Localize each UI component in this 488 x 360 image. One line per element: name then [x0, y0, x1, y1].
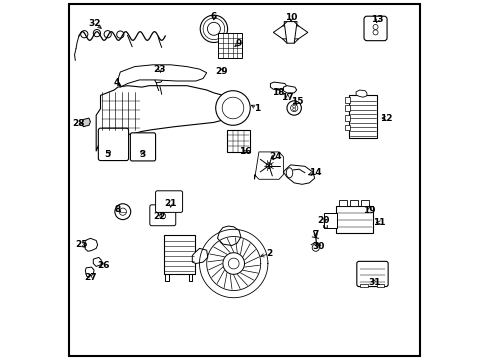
Bar: [345, 115, 349, 121]
Bar: [360, 284, 367, 287]
Polygon shape: [273, 26, 307, 39]
Polygon shape: [153, 72, 163, 83]
Text: 11: 11: [372, 218, 385, 227]
Bar: [360, 200, 368, 206]
Text: 14: 14: [309, 168, 322, 177]
Polygon shape: [283, 86, 296, 93]
Text: 18: 18: [271, 88, 284, 97]
Circle shape: [93, 30, 101, 37]
Circle shape: [311, 244, 319, 251]
Polygon shape: [283, 165, 314, 184]
Bar: [339, 200, 346, 206]
Polygon shape: [118, 65, 206, 87]
Text: 24: 24: [268, 152, 281, 161]
Text: 4: 4: [113, 78, 120, 87]
Polygon shape: [217, 226, 241, 246]
Bar: [218, 33, 242, 58]
Circle shape: [215, 91, 250, 125]
Text: 32: 32: [89, 19, 101, 28]
Bar: [227, 130, 249, 152]
Polygon shape: [355, 90, 366, 97]
Circle shape: [160, 213, 165, 219]
Bar: [349, 200, 357, 206]
Circle shape: [292, 105, 295, 108]
FancyBboxPatch shape: [356, 261, 387, 287]
Bar: [348, 95, 376, 138]
Bar: [323, 213, 337, 228]
Text: 5: 5: [104, 150, 111, 158]
Text: 23: 23: [153, 65, 166, 74]
FancyBboxPatch shape: [155, 191, 182, 212]
Text: 10: 10: [285, 13, 297, 22]
Text: 7: 7: [312, 230, 318, 239]
Bar: [336, 206, 372, 233]
Text: 25: 25: [75, 240, 88, 249]
Text: 26: 26: [97, 261, 109, 270]
Circle shape: [81, 31, 88, 38]
Circle shape: [372, 24, 377, 30]
Circle shape: [119, 208, 126, 215]
Circle shape: [223, 253, 244, 274]
Text: 15: 15: [291, 97, 304, 106]
Text: 20: 20: [317, 216, 329, 225]
Text: 19: 19: [363, 206, 375, 215]
FancyBboxPatch shape: [98, 128, 128, 161]
Bar: [376, 284, 384, 287]
Polygon shape: [192, 248, 207, 264]
Text: 21: 21: [164, 199, 177, 208]
Bar: [345, 97, 349, 103]
Text: 30: 30: [311, 242, 324, 251]
Circle shape: [207, 22, 220, 35]
Text: 28: 28: [72, 118, 84, 127]
Circle shape: [286, 101, 301, 115]
Text: 6: 6: [210, 12, 217, 21]
Polygon shape: [85, 267, 94, 276]
Polygon shape: [81, 118, 90, 127]
Circle shape: [290, 104, 297, 112]
Circle shape: [104, 31, 111, 38]
Circle shape: [372, 30, 377, 35]
Text: 13: 13: [371, 15, 383, 24]
Text: 3: 3: [140, 150, 146, 158]
Circle shape: [228, 258, 239, 269]
Ellipse shape: [285, 168, 292, 178]
Text: 8: 8: [114, 205, 121, 214]
FancyBboxPatch shape: [130, 133, 155, 161]
Polygon shape: [284, 22, 296, 43]
Text: 12: 12: [380, 113, 392, 122]
Text: 1: 1: [253, 104, 260, 112]
Polygon shape: [93, 257, 101, 266]
Circle shape: [265, 163, 271, 168]
FancyBboxPatch shape: [363, 16, 386, 41]
Polygon shape: [270, 82, 286, 89]
Polygon shape: [84, 238, 98, 251]
Text: 9: 9: [235, 39, 242, 48]
Text: 16: 16: [239, 148, 251, 156]
Text: 31: 31: [368, 278, 380, 287]
Text: 29: 29: [214, 68, 227, 77]
Bar: [163, 235, 195, 274]
Polygon shape: [96, 86, 244, 151]
Circle shape: [115, 204, 130, 220]
Circle shape: [222, 97, 244, 119]
Circle shape: [292, 108, 295, 111]
Text: 22: 22: [153, 212, 166, 221]
Text: 27: 27: [84, 274, 97, 282]
FancyBboxPatch shape: [149, 205, 175, 226]
Text: 17: 17: [281, 93, 293, 102]
Circle shape: [117, 31, 123, 38]
Text: 2: 2: [265, 249, 271, 258]
Bar: [345, 105, 349, 111]
Bar: [345, 125, 349, 130]
Circle shape: [200, 15, 227, 42]
